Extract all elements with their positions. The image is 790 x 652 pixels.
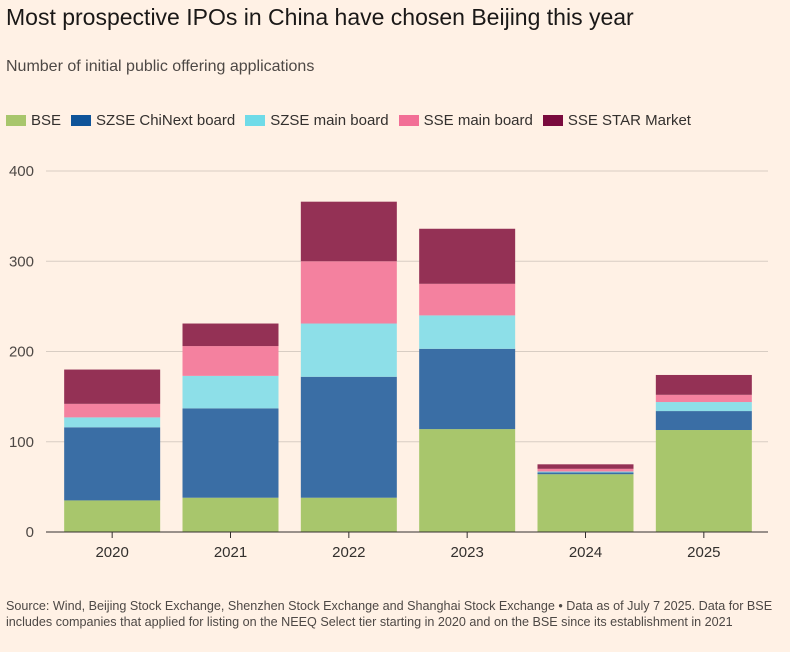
axis-layer: 0 100 200 300 400 2020 2021 2022 2023 2024 2025 — [9, 163, 768, 561]
grid-layer — [46, 170, 768, 443]
stacked-bar-chart: 0 100 200 300 400 2020 2021 2022 2023 2024 2025 — [9, 163, 768, 561]
bar-2025-sse-star-market — [655, 374, 752, 395]
bar-2023-szse-main-board — [419, 315, 516, 349]
bar-2023-sse-star-market — [419, 228, 516, 284]
chart-subtitle: Number of initial public offering applic… — [6, 58, 315, 75]
bar-2020-bse — [64, 500, 161, 532]
bar-2021-szse-chinext-board — [182, 408, 279, 498]
bar-2022-sse-main-board — [300, 261, 397, 324]
legend-swatch-sse-star — [542, 115, 563, 126]
bar-2025-sse-main-board — [655, 394, 752, 403]
y-tick-label: 300 — [9, 253, 34, 270]
bar-2024-sse-main-board — [537, 468, 634, 472]
bar-2022-szse-main-board — [300, 323, 397, 377]
x-tick-label: 2024 — [569, 544, 602, 561]
bar-2022-bse — [300, 497, 397, 532]
y-tick-label: 200 — [9, 344, 34, 361]
bar-2024-bse — [537, 474, 634, 532]
legend-item-szse-chinext: SZSE ChiNext board — [71, 112, 235, 129]
bar-2024-szse-main-board — [537, 471, 634, 473]
x-tick-label: 2021 — [214, 544, 247, 561]
x-tick-label: 2020 — [95, 544, 128, 561]
bar-2025-szse-chinext-board — [655, 411, 752, 431]
source-note: Source: Wind, Beijing Stock Exchange, Sh… — [6, 599, 773, 629]
bar-2022-sse-star-market — [300, 201, 397, 262]
bar-2024-sse-star-market — [537, 464, 634, 469]
legend-swatch-sse-main — [398, 115, 419, 126]
legend-item-sse-main: SSE main board — [398, 112, 533, 129]
legend-label-szse-chinext: SZSE ChiNext board — [96, 112, 236, 129]
legend-label-sse-star: SSE STAR Market — [567, 112, 691, 129]
bar-2020-sse-star-market — [64, 369, 161, 404]
y-tick-label: 0 — [26, 524, 34, 541]
chart-title: Most prospective IPOs in China have chos… — [6, 4, 634, 30]
x-tick-label: 2025 — [687, 544, 720, 561]
legend-label-szse-main: SZSE main board — [270, 112, 389, 129]
x-tick-label: 2023 — [450, 544, 483, 561]
y-tick-label: 400 — [9, 163, 34, 180]
bar-2025-bse — [655, 430, 752, 532]
legend: BSE SZSE ChiNext board SZSE main board S… — [6, 112, 691, 129]
bar-2023-szse-chinext-board — [419, 348, 516, 430]
bar-2021-sse-main-board — [182, 346, 279, 376]
legend-label-sse-main: SSE main board — [423, 112, 533, 129]
bar-2020-szse-main-board — [64, 417, 161, 428]
legend-swatch-szse-chinext — [71, 115, 92, 126]
x-tick-label: 2022 — [332, 544, 365, 561]
bar-2021-szse-main-board — [182, 375, 279, 409]
legend-item-sse-star: SSE STAR Market — [542, 112, 691, 129]
bar-2024-szse-chinext-board — [537, 472, 634, 475]
legend-item-bse: BSE — [6, 112, 61, 129]
bar-2021-sse-star-market — [182, 323, 279, 347]
y-tick-label: 100 — [9, 434, 34, 451]
bar-2020-szse-chinext-board — [64, 427, 161, 501]
legend-swatch-bse — [6, 115, 26, 126]
bar-2025-szse-main-board — [655, 402, 752, 412]
bar-2023-bse — [419, 429, 516, 532]
bars-layer — [64, 201, 752, 532]
bar-2023-sse-main-board — [419, 283, 516, 316]
bar-2022-szse-chinext-board — [300, 376, 397, 498]
bar-2021-bse — [182, 497, 279, 532]
legend-label-bse: BSE — [31, 112, 62, 129]
bar-2020-sse-main-board — [64, 403, 161, 418]
legend-item-szse-main: SZSE main board — [245, 112, 389, 129]
legend-swatch-szse-main — [245, 115, 266, 126]
